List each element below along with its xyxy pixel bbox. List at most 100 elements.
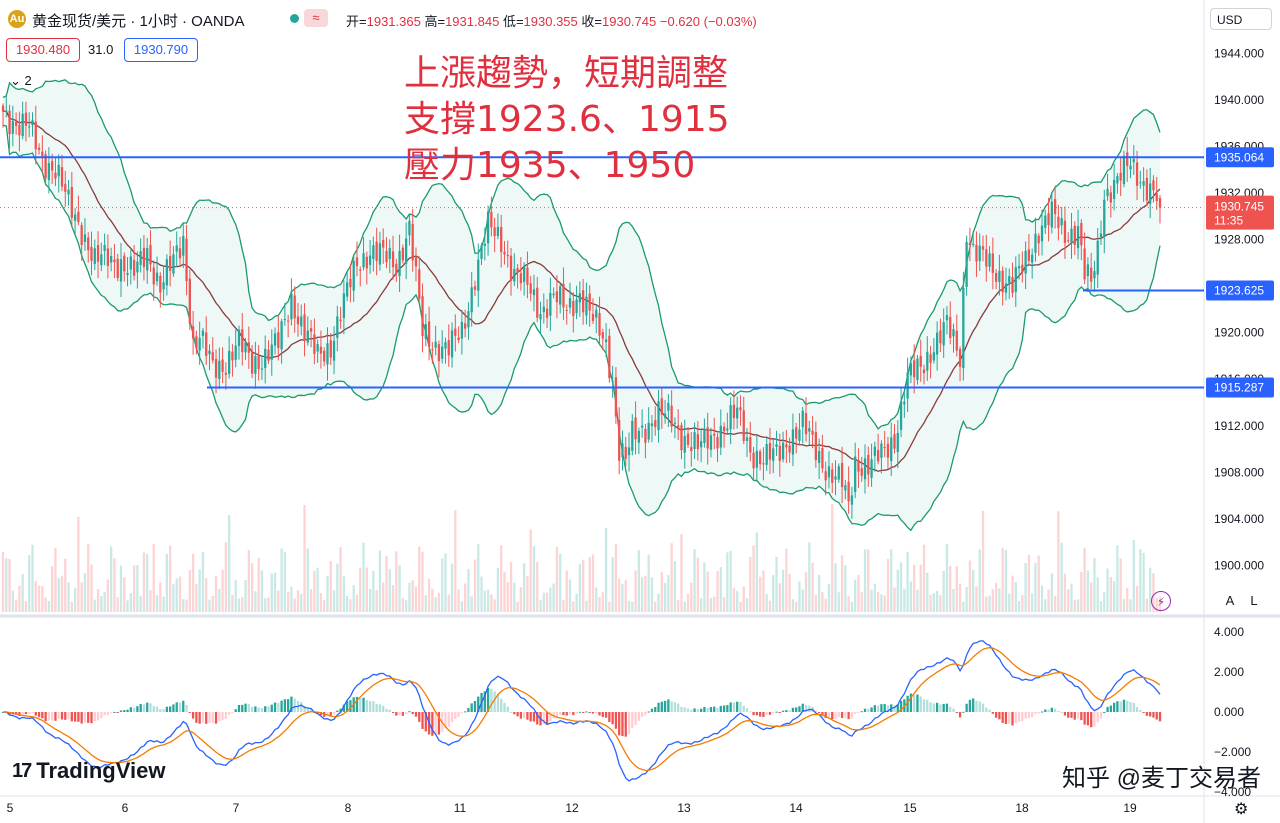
macd-histogram-bar bbox=[722, 705, 726, 712]
auto-scale-button[interactable]: A bbox=[1225, 593, 1235, 608]
candle-body bbox=[372, 245, 375, 260]
log-scale-button[interactable]: L bbox=[1250, 593, 1258, 608]
candle-body bbox=[1126, 152, 1129, 166]
volume-bar bbox=[434, 597, 437, 612]
candle-body bbox=[978, 245, 981, 261]
candle-body bbox=[814, 432, 817, 461]
macd-histogram-bar bbox=[814, 710, 817, 712]
candle-body bbox=[1139, 182, 1142, 184]
volume-bar bbox=[565, 570, 568, 612]
macd-histogram-bar bbox=[64, 712, 67, 720]
candle-body bbox=[1050, 201, 1053, 228]
macd-histogram-bar bbox=[447, 712, 450, 727]
macd-histogram-bar bbox=[18, 712, 21, 716]
candle-body bbox=[680, 425, 683, 451]
macd-histogram-bar bbox=[1067, 712, 1070, 718]
macd-histogram-bar bbox=[706, 707, 709, 712]
macd-histogram-bar bbox=[775, 711, 778, 713]
volume-bar bbox=[359, 567, 362, 612]
volume-bar bbox=[513, 582, 516, 612]
volume-bar bbox=[5, 558, 8, 612]
volume-bar bbox=[257, 557, 260, 612]
gear-icon[interactable]: ⚙ bbox=[1234, 801, 1249, 818]
macd-histogram-bar bbox=[329, 712, 332, 717]
candle-body bbox=[57, 164, 60, 177]
candle-body bbox=[401, 247, 405, 261]
volume-bar bbox=[155, 595, 159, 612]
candle-body bbox=[211, 352, 214, 361]
macd-histogram-bar bbox=[123, 710, 126, 712]
macd-histogram-bar bbox=[634, 712, 637, 725]
macd-histogram-bar bbox=[719, 705, 722, 712]
date-tick-label: 19 bbox=[1123, 801, 1137, 815]
date-tick-label: 6 bbox=[122, 801, 129, 815]
lightning-icon[interactable]: ⚡ bbox=[1151, 591, 1171, 611]
annotation-line-3: 壓力1935、1950 bbox=[404, 145, 696, 186]
volume-bar bbox=[1142, 552, 1145, 612]
sell-price-button[interactable]: 1930.480 bbox=[6, 38, 80, 62]
volume-bar bbox=[870, 589, 873, 612]
candle-body bbox=[139, 251, 142, 265]
volume-bar bbox=[968, 560, 972, 612]
candle-body bbox=[1142, 181, 1145, 186]
candle-body bbox=[116, 258, 119, 279]
candle-body bbox=[178, 248, 182, 259]
candle-body bbox=[1116, 176, 1119, 184]
volume-bar bbox=[70, 601, 73, 612]
macd-histogram-bar bbox=[834, 712, 837, 719]
volume-bar bbox=[552, 583, 555, 612]
macd-histogram-bar bbox=[169, 706, 172, 712]
price-tick-label: 1900.000 bbox=[1214, 558, 1264, 572]
volume-bar bbox=[110, 546, 113, 612]
volume-bar bbox=[696, 557, 700, 612]
macd-histogram-bar bbox=[221, 712, 224, 721]
volume-bar bbox=[444, 553, 447, 612]
volume-bar bbox=[726, 552, 729, 612]
volume-bar bbox=[650, 577, 654, 612]
candle-body bbox=[926, 351, 929, 371]
candle-body bbox=[503, 251, 506, 255]
level-label-bg bbox=[1206, 377, 1274, 398]
volume-bar bbox=[273, 572, 277, 612]
candle-body bbox=[67, 189, 70, 195]
volume-bar bbox=[663, 582, 667, 612]
indicators-toggle[interactable]: ⌄ 2 bbox=[10, 73, 32, 88]
candle-body bbox=[496, 226, 500, 237]
volume-bar bbox=[1040, 585, 1044, 612]
candle-body bbox=[169, 256, 172, 271]
macd-histogram-bar bbox=[116, 712, 119, 713]
macd-histogram-bar bbox=[473, 700, 477, 712]
candle-body bbox=[1027, 249, 1031, 262]
volume-bar bbox=[1063, 573, 1067, 612]
candle-body bbox=[1060, 218, 1063, 226]
volume-bar bbox=[772, 575, 775, 612]
volume-bar bbox=[1080, 572, 1083, 612]
volume-bar bbox=[1132, 540, 1135, 612]
candle-body bbox=[785, 444, 788, 448]
wave-icon[interactable]: ≈ bbox=[304, 9, 328, 27]
macd-histogram-bar bbox=[1112, 702, 1116, 712]
volume-bar bbox=[876, 591, 880, 612]
macd-histogram-bar bbox=[401, 712, 405, 716]
volume-bar bbox=[762, 570, 765, 612]
volume-bar bbox=[228, 515, 231, 612]
candle-body bbox=[749, 437, 752, 453]
macd-histogram-bar bbox=[1093, 712, 1096, 727]
volume-bar bbox=[1083, 547, 1086, 612]
candle-body bbox=[631, 420, 634, 451]
volume-bar bbox=[169, 545, 172, 612]
volume-bar bbox=[306, 548, 309, 612]
candle-body bbox=[719, 425, 722, 448]
volume-bar bbox=[300, 593, 303, 612]
macd-histogram-bar bbox=[172, 704, 175, 712]
currency-selector[interactable]: USD bbox=[1210, 8, 1272, 30]
macd-histogram-bar bbox=[421, 712, 424, 729]
current-price-label: 1930.745 bbox=[1214, 200, 1264, 214]
buy-price-button[interactable]: 1930.790 bbox=[124, 38, 198, 62]
symbol-title[interactable]: 黄金现货/美元 · 1小时 · OANDA bbox=[32, 13, 245, 30]
volume-bar bbox=[654, 601, 657, 612]
candle-body bbox=[798, 429, 801, 441]
candle-body bbox=[795, 427, 798, 439]
macd-histogram-bar bbox=[686, 708, 690, 712]
candle-body bbox=[801, 410, 804, 428]
